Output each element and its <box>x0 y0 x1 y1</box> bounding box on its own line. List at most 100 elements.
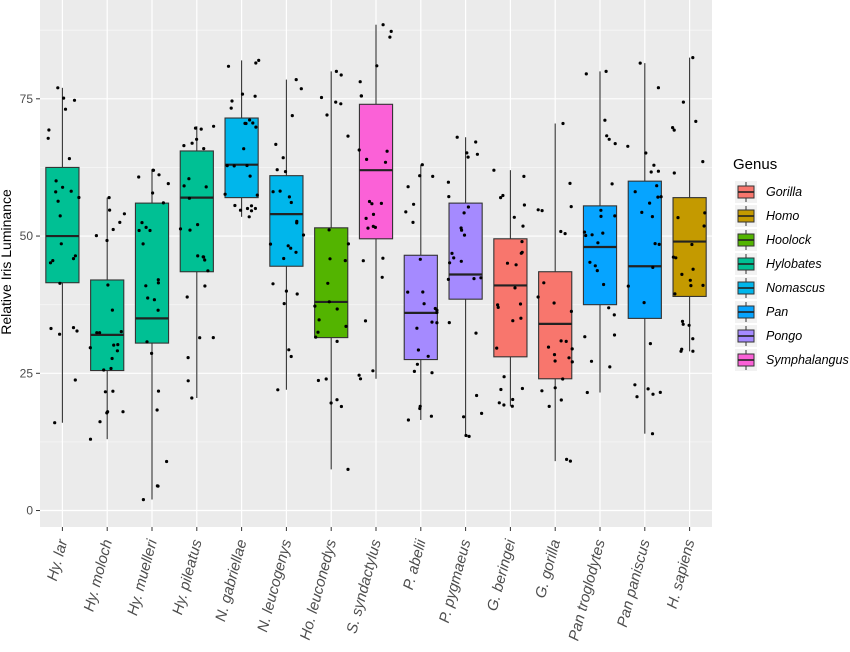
data-point <box>519 316 523 320</box>
data-point <box>56 199 60 203</box>
data-point <box>202 147 206 151</box>
data-point <box>447 195 451 199</box>
data-point <box>343 259 347 263</box>
data-point <box>253 206 257 211</box>
data-point <box>672 171 676 175</box>
data-point <box>464 433 468 438</box>
data-point <box>233 203 237 208</box>
data-point <box>552 301 556 305</box>
data-point <box>495 346 499 350</box>
data-point <box>680 319 685 323</box>
data-point <box>584 72 588 76</box>
data-point <box>602 282 606 287</box>
data-point <box>522 174 526 178</box>
data-point <box>324 377 328 381</box>
data-point <box>151 191 155 195</box>
data-point <box>187 177 191 181</box>
data-point <box>187 196 191 200</box>
data-point <box>474 331 478 335</box>
data-point <box>496 303 500 307</box>
data-point <box>71 326 76 330</box>
data-point <box>366 226 370 230</box>
data-point <box>536 208 540 212</box>
data-point <box>282 256 286 261</box>
data-point <box>365 157 369 161</box>
jitter-points <box>46 23 707 502</box>
data-point <box>673 292 677 296</box>
data-point <box>590 233 594 237</box>
data-point <box>371 224 375 228</box>
data-point <box>240 92 245 96</box>
data-point <box>118 220 122 224</box>
data-point <box>289 246 293 250</box>
data-point <box>289 200 293 205</box>
data-point <box>357 373 361 377</box>
data-point <box>334 69 338 73</box>
data-point <box>251 121 255 125</box>
data-point <box>540 389 544 393</box>
data-point <box>88 346 92 350</box>
data-point <box>335 307 339 311</box>
data-point <box>206 269 210 273</box>
data-point <box>63 107 68 111</box>
data-point <box>109 366 113 371</box>
data-point <box>375 64 379 68</box>
data-point <box>278 189 282 193</box>
data-point <box>58 332 62 336</box>
data-point <box>358 377 363 381</box>
data-point <box>553 386 557 390</box>
data-point <box>450 251 454 255</box>
data-point <box>211 336 215 340</box>
data-point <box>635 395 639 399</box>
legend-label: Hylobates <box>766 257 822 271</box>
data-point <box>212 124 216 128</box>
data-point <box>122 212 126 216</box>
data-point <box>238 208 243 212</box>
data-point <box>110 356 114 361</box>
data-point <box>412 369 416 373</box>
data-point <box>328 257 332 261</box>
data-point <box>415 362 419 366</box>
data-point <box>657 242 661 246</box>
data-point <box>502 403 506 407</box>
box <box>224 117 259 199</box>
data-point <box>633 190 637 194</box>
data-point <box>612 333 617 337</box>
y-tick-label: 25 <box>20 366 34 380</box>
data-point <box>388 35 392 39</box>
data-point <box>283 170 288 174</box>
data-point <box>361 259 365 263</box>
data-point <box>567 356 571 360</box>
data-point <box>301 233 306 237</box>
data-point <box>703 211 707 215</box>
data-point <box>253 94 257 98</box>
data-point <box>107 196 111 200</box>
data-point <box>689 284 693 288</box>
data-point <box>289 354 293 359</box>
data-point <box>155 484 159 488</box>
x-tick-label: G. gorilla <box>532 538 564 600</box>
data-point <box>49 326 53 331</box>
data-point <box>339 102 343 106</box>
data-point <box>656 169 661 173</box>
y-axis: 0 25 50 75 <box>20 92 40 518</box>
data-point <box>455 135 459 139</box>
data-point <box>145 340 149 344</box>
data-point <box>73 378 77 382</box>
data-point <box>415 326 419 330</box>
data-point <box>295 219 299 223</box>
data-point <box>466 205 470 209</box>
data-point <box>140 221 144 225</box>
data-point <box>510 404 514 408</box>
data-point <box>287 348 291 352</box>
data-point <box>203 258 207 262</box>
data-point <box>496 305 500 309</box>
data-point <box>103 390 107 394</box>
data-point <box>73 254 77 258</box>
data-point <box>75 329 79 333</box>
legend-label: Symphalangus <box>766 353 849 367</box>
box <box>627 180 662 319</box>
data-point <box>88 437 93 441</box>
x-tick-label: H. sapiens <box>664 537 699 610</box>
